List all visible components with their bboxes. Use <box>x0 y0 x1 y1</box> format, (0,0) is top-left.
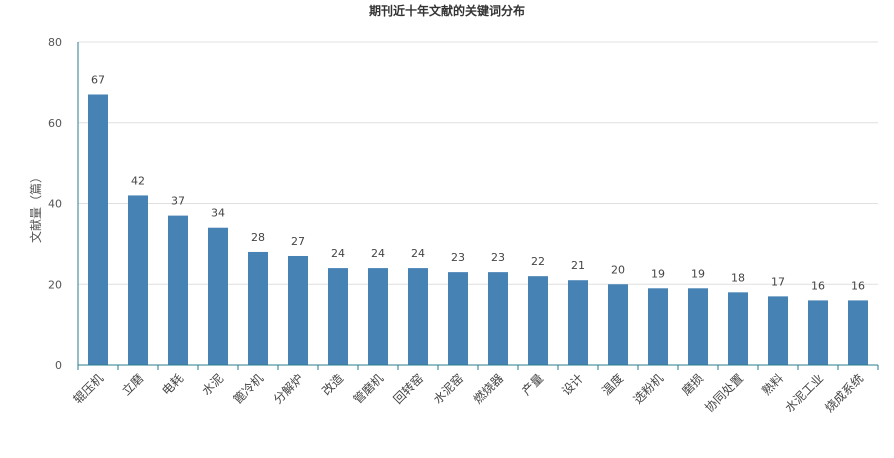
x-tick-label: 烧成系统 <box>822 371 866 415</box>
bar[interactable] <box>768 296 788 365</box>
x-tick-label: 电耗 <box>159 371 186 398</box>
y-tick-label: 0 <box>55 359 62 372</box>
bar[interactable] <box>728 292 748 365</box>
bar-value-label: 22 <box>531 255 545 268</box>
bar[interactable] <box>608 284 628 365</box>
x-tick-label: 水泥窑 <box>430 371 466 407</box>
bar-value-label: 28 <box>251 231 265 244</box>
bar[interactable] <box>328 268 348 365</box>
bar[interactable] <box>248 251 268 365</box>
x-tick-label: 辊压机 <box>71 371 106 406</box>
bar-value-label: 23 <box>451 251 465 264</box>
bar[interactable] <box>528 276 548 365</box>
x-tick-label: 回转窑 <box>390 371 426 407</box>
x-tick-label: 水泥工业 <box>782 371 826 415</box>
bar[interactable] <box>368 268 388 365</box>
x-tick-label: 温度 <box>599 371 627 399</box>
bar[interactable] <box>288 255 308 365</box>
bar-value-label: 24 <box>411 247 425 260</box>
bar[interactable] <box>568 280 588 365</box>
bar-value-label: 27 <box>291 235 305 248</box>
bar-value-label: 67 <box>91 73 105 86</box>
y-tick-label: 40 <box>48 198 62 211</box>
bar-value-label: 19 <box>691 267 705 280</box>
chart-title: 期刊近十年文献的关键词分布 <box>368 4 525 18</box>
bar[interactable] <box>688 288 708 365</box>
x-tick-label: 立磨 <box>119 371 147 399</box>
bar[interactable] <box>448 272 468 365</box>
x-tick-label: 篦冷机 <box>230 371 266 407</box>
bar-value-label: 20 <box>611 263 625 276</box>
bar-value-label: 16 <box>851 279 865 292</box>
bar[interactable] <box>408 268 428 365</box>
x-tick-label: 熟料 <box>759 371 787 399</box>
bar[interactable] <box>88 94 108 366</box>
bar[interactable] <box>808 300 828 365</box>
x-tick-label: 改造 <box>319 371 346 398</box>
bar-value-label: 34 <box>211 207 225 220</box>
x-tick-label: 选粉机 <box>631 371 666 406</box>
bar[interactable] <box>128 195 148 365</box>
bar-value-label: 18 <box>731 271 745 284</box>
y-tick-label: 20 <box>48 278 62 291</box>
bar-value-label: 19 <box>651 267 665 280</box>
x-tick-label: 燃烧器 <box>470 371 506 407</box>
y-axis-title: 文献量（篇） <box>28 171 43 243</box>
bar[interactable] <box>848 300 868 365</box>
x-tick-label: 产量 <box>519 371 546 398</box>
bar-value-label: 21 <box>571 259 585 272</box>
x-tick-label: 协同处置 <box>702 371 747 416</box>
bar[interactable] <box>648 288 668 365</box>
bar[interactable] <box>168 215 188 365</box>
y-tick-label: 80 <box>48 36 62 49</box>
bars <box>88 94 868 366</box>
data-labels: 67 42 37 34 28 27 24 24 24 23 23 22 21 20 19 19 18 17 16 16 <box>91 73 865 292</box>
y-tick-label: 60 <box>48 117 62 130</box>
x-tick-label: 磨损 <box>679 371 706 398</box>
bar-value-label: 16 <box>811 279 825 292</box>
bar[interactable] <box>488 272 508 365</box>
x-tick-label: 分解炉 <box>271 371 306 406</box>
bar-value-label: 37 <box>171 195 185 208</box>
bar[interactable] <box>208 227 228 365</box>
bar-value-label: 24 <box>331 247 345 260</box>
grid-lines <box>78 41 878 285</box>
bar-value-label: 17 <box>771 275 785 288</box>
bar-value-label: 23 <box>491 251 505 264</box>
x-tick-label: 管磨机 <box>350 371 386 407</box>
bar-value-label: 24 <box>371 247 385 260</box>
x-tick-label: 水泥 <box>199 371 226 398</box>
x-tick-label: 设计 <box>559 371 586 398</box>
bar-value-label: 42 <box>131 174 145 187</box>
